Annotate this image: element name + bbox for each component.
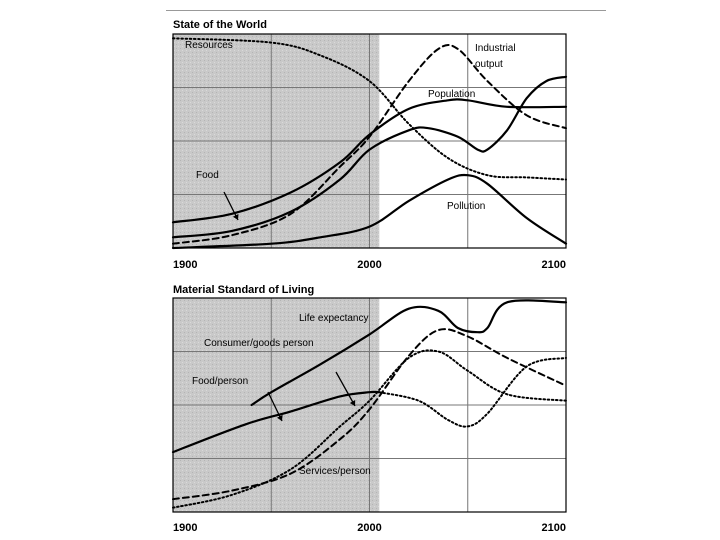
plot-frame xyxy=(172,297,567,513)
consumer-goods-pointer-arrow xyxy=(335,371,356,407)
series-line-resources xyxy=(172,37,567,181)
annotation-label: Industrial xyxy=(475,43,516,54)
annotation-label: Life expectancy xyxy=(299,313,369,324)
annotation-label: Services/person xyxy=(299,466,371,477)
series-line-food-person-later- xyxy=(378,356,567,428)
x-tick-label: 2100 xyxy=(542,522,566,534)
series-line-food xyxy=(171,75,568,239)
x-tick-label: 1900 xyxy=(173,522,197,534)
series-line-population xyxy=(171,98,568,224)
x-tick-label: 2000 xyxy=(357,522,381,534)
annotation-label: Food xyxy=(196,170,219,181)
x-tick-label: 2100 xyxy=(542,259,566,271)
top-rule xyxy=(166,10,606,11)
annotation-label: Consumer/goods person xyxy=(204,338,314,349)
x-tick-label: 1900 xyxy=(173,259,197,271)
series-line-life-expectancy xyxy=(250,299,568,407)
annotation-label: output xyxy=(475,59,503,70)
food-pointer-arrow xyxy=(223,191,239,221)
series-line-pollution xyxy=(171,173,568,250)
x-tick-label: 2000 xyxy=(357,259,381,271)
food-pointer-arrow-head xyxy=(232,214,239,220)
annotation-label: Population xyxy=(428,89,475,100)
consumer-goods-pointer-arrow-head xyxy=(349,400,356,406)
annotation-label: Food/person xyxy=(192,376,248,387)
chart-title: State of the World xyxy=(173,19,267,31)
annotation-label: Pollution xyxy=(447,201,485,212)
plot-frame xyxy=(172,33,567,249)
series-line-food-person xyxy=(171,390,381,454)
series-line-industrial-output xyxy=(172,43,567,245)
series-line-consumer-goods-person xyxy=(172,328,567,501)
annotation-label: Resources xyxy=(185,40,233,51)
chart-title: Material Standard of Living xyxy=(173,284,314,296)
food-person-pointer-arrow-head xyxy=(277,415,283,421)
food-person-pointer-arrow xyxy=(267,391,283,422)
series-line-services-person xyxy=(172,349,567,509)
